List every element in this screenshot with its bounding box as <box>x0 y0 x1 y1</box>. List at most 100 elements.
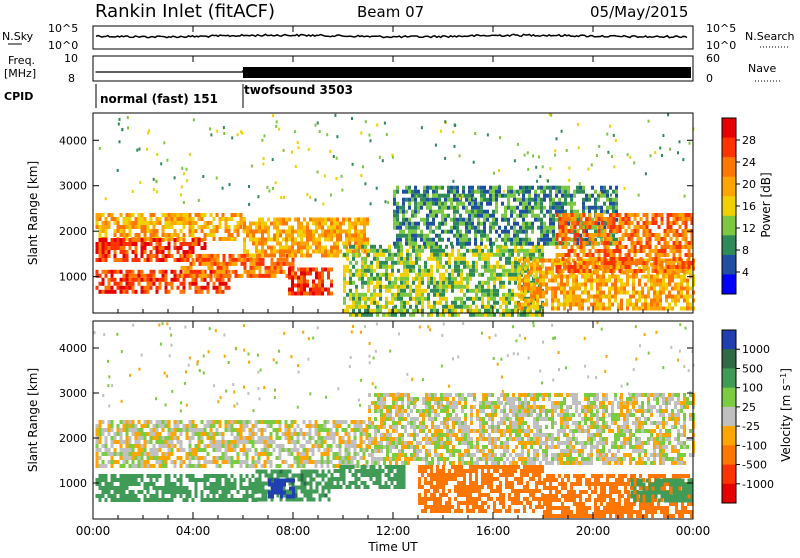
echo-cell <box>540 230 543 234</box>
echo-cell <box>548 259 551 263</box>
echo-cell <box>315 222 318 226</box>
echo-cell <box>504 214 507 218</box>
echo-cell <box>120 250 123 254</box>
echo-cell <box>336 157 338 160</box>
echo-cell <box>300 464 303 468</box>
echo-cell <box>385 305 388 309</box>
echo-cell <box>144 242 147 246</box>
echo-cell <box>309 234 312 238</box>
echo-cell <box>536 287 539 291</box>
echo-cell <box>457 257 460 261</box>
echo-cell <box>214 254 217 258</box>
echo-cell <box>462 186 465 190</box>
echo-cell <box>679 257 682 261</box>
echo-cell <box>545 283 548 287</box>
echo-cell <box>153 254 156 258</box>
echo-cell <box>192 238 195 242</box>
echo-cell <box>108 460 111 464</box>
echo-cell <box>324 452 327 456</box>
echo-cell <box>357 420 360 424</box>
echo-cell <box>102 282 105 286</box>
colorbar-swatch <box>722 216 736 236</box>
echo-cell <box>288 218 291 222</box>
echo-cell <box>592 253 595 257</box>
echo-cell <box>602 303 605 307</box>
echo-cell <box>620 291 623 295</box>
echo-cell <box>537 186 540 190</box>
freq-label-2: [MHz] <box>4 67 36 80</box>
echo-cell <box>533 287 536 291</box>
echo-cell <box>533 291 536 295</box>
echo-cell <box>394 309 397 313</box>
echo-cell <box>183 448 186 452</box>
echo-cell <box>210 221 213 225</box>
echo-cell <box>505 273 508 277</box>
echo-cell <box>481 305 484 309</box>
echo-cell <box>117 242 120 246</box>
echo-cell <box>300 460 303 464</box>
echo-cell <box>468 186 471 190</box>
echo-cell <box>99 233 102 237</box>
echo-cell <box>483 214 486 218</box>
echo-cell <box>174 270 177 274</box>
echo-cell <box>291 276 294 280</box>
echo-cell <box>615 139 617 142</box>
echo-cell <box>126 444 129 448</box>
echo-cell <box>184 266 187 270</box>
echo-cell <box>626 275 629 279</box>
echo-cell <box>554 299 557 303</box>
echo-cell <box>168 217 171 221</box>
echo-cell <box>649 257 652 261</box>
echo-cell <box>595 217 598 221</box>
echo-cell <box>682 217 685 221</box>
echo-cell <box>123 233 126 237</box>
echo-cell <box>102 242 105 246</box>
echo-cell <box>557 307 560 311</box>
echo-cell <box>132 494 135 498</box>
echo-cell <box>528 186 531 190</box>
echo-cell <box>676 237 679 241</box>
echo-cell <box>493 172 495 175</box>
echo-cell <box>402 218 405 222</box>
echo-cell <box>634 249 637 253</box>
echo-cell <box>631 213 634 217</box>
echo-cell <box>508 257 511 261</box>
echo-cell <box>216 225 219 229</box>
echo-cell <box>276 230 279 234</box>
echo-cell <box>165 225 168 229</box>
echo-cell <box>436 249 439 253</box>
echo-cell <box>168 436 171 440</box>
echo-cell <box>418 257 421 261</box>
echo-cell <box>264 134 266 137</box>
echo-cell <box>586 253 589 257</box>
echo-cell <box>457 273 460 277</box>
echo-cell <box>180 494 183 498</box>
echo-cell <box>297 280 300 284</box>
echo-cell <box>180 193 182 196</box>
echo-cell <box>207 233 210 237</box>
echo-cell <box>611 303 614 307</box>
echo-cell <box>201 448 204 452</box>
echo-cell <box>652 265 655 269</box>
echo-cell <box>171 490 174 494</box>
echo-cell <box>279 230 282 234</box>
echo-cell <box>616 213 619 217</box>
echo-cell <box>162 464 165 468</box>
echo-cell <box>393 242 396 246</box>
echo-cell <box>105 217 108 221</box>
echo-cell <box>306 246 309 250</box>
echo-cell <box>144 246 147 250</box>
echo-cell <box>555 202 558 206</box>
echo-cell <box>153 188 155 191</box>
echo-cell <box>429 242 432 246</box>
echo-cell <box>376 305 379 309</box>
echo-cell <box>459 230 462 234</box>
echo-cell <box>411 222 414 226</box>
echo-cell <box>444 120 446 123</box>
echo-cell <box>400 293 403 297</box>
echo-cell <box>571 245 574 249</box>
echo-cell <box>144 250 147 254</box>
echo-cell <box>424 297 427 301</box>
echo-cell <box>261 226 264 230</box>
